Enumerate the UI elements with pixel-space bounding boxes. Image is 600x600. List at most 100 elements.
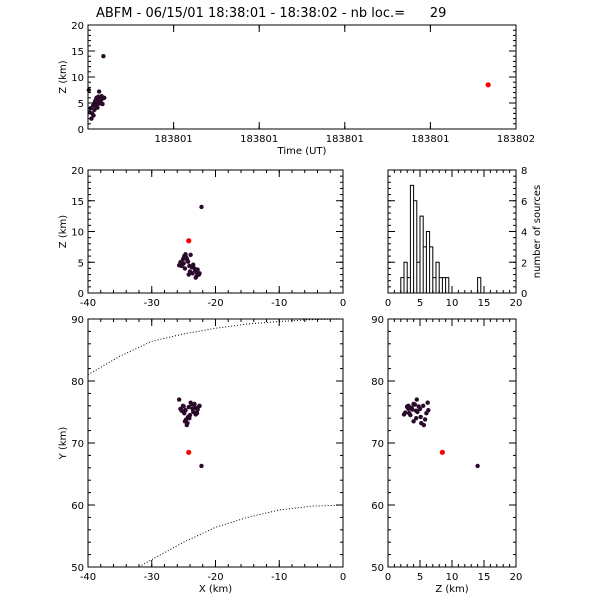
y-tick-label: 60 [371,501,384,512]
highlight-point [186,449,192,455]
y-axis-label: Z (km) [58,215,69,248]
source-point [101,54,106,59]
source-point [418,414,423,420]
y-tick-label: 5 [78,99,84,110]
x-tick-label: -40 [80,298,96,309]
source-point [182,266,188,271]
source-point [184,256,190,261]
source-point [193,275,198,280]
source-point [416,404,421,409]
y-tick-label: 60 [71,501,84,512]
plot-frame [87,318,344,568]
x-tick-label: -30 [144,298,160,309]
highlight-point [485,82,491,88]
x-axis-label: Z (km) [435,584,468,595]
source-point [95,105,100,110]
y-tick-label: 8 [521,166,527,177]
source-point [422,417,428,422]
source-point [179,408,184,413]
y-tick-label: 70 [371,439,384,450]
y-axis-label: Y (km) [58,427,69,461]
source-point [414,397,419,402]
x-tick-label: -10 [271,298,287,309]
y-tick-label: 80 [71,377,84,388]
z-vs-x-panel: -40 -30 -20 -10 0 0 5 10 15 20 Z (km) [58,166,346,309]
x-axis-label: Time (UT) [277,146,327,157]
x-tick-label: 10 [446,572,459,583]
x-tick-label: 15 [478,298,491,309]
boundary-curve [87,318,344,376]
source-point [194,411,200,416]
source-point [188,400,193,405]
x-tick-label: -40 [80,572,96,583]
source-point [401,412,407,417]
source-point [187,416,192,421]
x-tick-label: 0 [385,572,391,583]
x-tick-label: 0 [340,298,346,309]
source-point [184,422,190,428]
source-point [413,416,419,421]
source-point [187,263,192,269]
y-tick-label: 10 [71,228,84,239]
source-point [183,252,188,257]
x-tick-label: 183801 [240,134,278,145]
source-point [192,401,197,407]
y-tick-label: 50 [371,563,384,574]
y-tick-label: 2 [521,258,527,269]
source-point [421,403,426,408]
y-tick-label: 20 [71,21,84,32]
source-point [186,404,191,410]
boundary-curve [138,504,344,568]
y-tick-label: 70 [71,439,84,450]
source-point [190,271,195,276]
source-point [181,404,186,409]
x-tick-label: 15 [478,572,491,583]
x-tick-label: -10 [271,572,287,583]
source-point [475,463,480,469]
source-point [188,252,193,258]
z-vs-time-panel: 183801 183801 183801 183801 183802 0 5 10 15 20 Ti… [58,21,535,157]
y-vs-x-panel: -40 -30 -20 -10 0 50 60 70 80 90 X (km) Y (km) [58,315,346,595]
source-point [421,422,427,428]
source-point [96,89,102,94]
y-tick-label: 15 [71,47,84,58]
y-tick-label: 0 [521,289,527,300]
source-point [86,87,92,93]
plot-frame [87,169,344,294]
y-tick-label: 50 [71,563,84,574]
x-tick-label: 183802 [497,134,535,145]
y-tick-label: 0 [78,125,84,136]
figure-title: ABFM - 06/15/01 18:38:01 - 18:38:02 - nb… [96,6,446,21]
histogram-steps [388,184,484,294]
source-point [406,411,412,416]
source-point [176,397,182,402]
source-point [411,419,416,424]
source-point [192,266,197,271]
source-point [415,409,420,415]
x-tick-label: 0 [385,298,391,309]
source-point [183,407,188,413]
highlight-point [439,449,445,455]
x-tick-label: -20 [207,572,223,583]
y-tick-label: 5 [78,258,84,269]
source-point [411,401,416,407]
source-point [100,101,105,107]
source-point [190,406,195,412]
source-point [102,95,107,101]
x-tick-label: 10 [446,298,459,309]
y-tick-label: 90 [371,315,384,326]
x-tick-label: 5 [417,298,423,309]
plot-frame [387,318,517,568]
source-point [410,407,415,412]
y-tick-label: 90 [71,315,84,326]
x-tick-label: 183801 [155,134,193,145]
x-tick-label: 0 [340,572,346,583]
y-tick-label: 4 [521,228,527,239]
x-tick-label: 5 [417,572,423,583]
source-point [194,270,200,275]
source-point [89,116,94,121]
x-tick-label: 20 [510,572,523,583]
source-point [181,261,186,266]
